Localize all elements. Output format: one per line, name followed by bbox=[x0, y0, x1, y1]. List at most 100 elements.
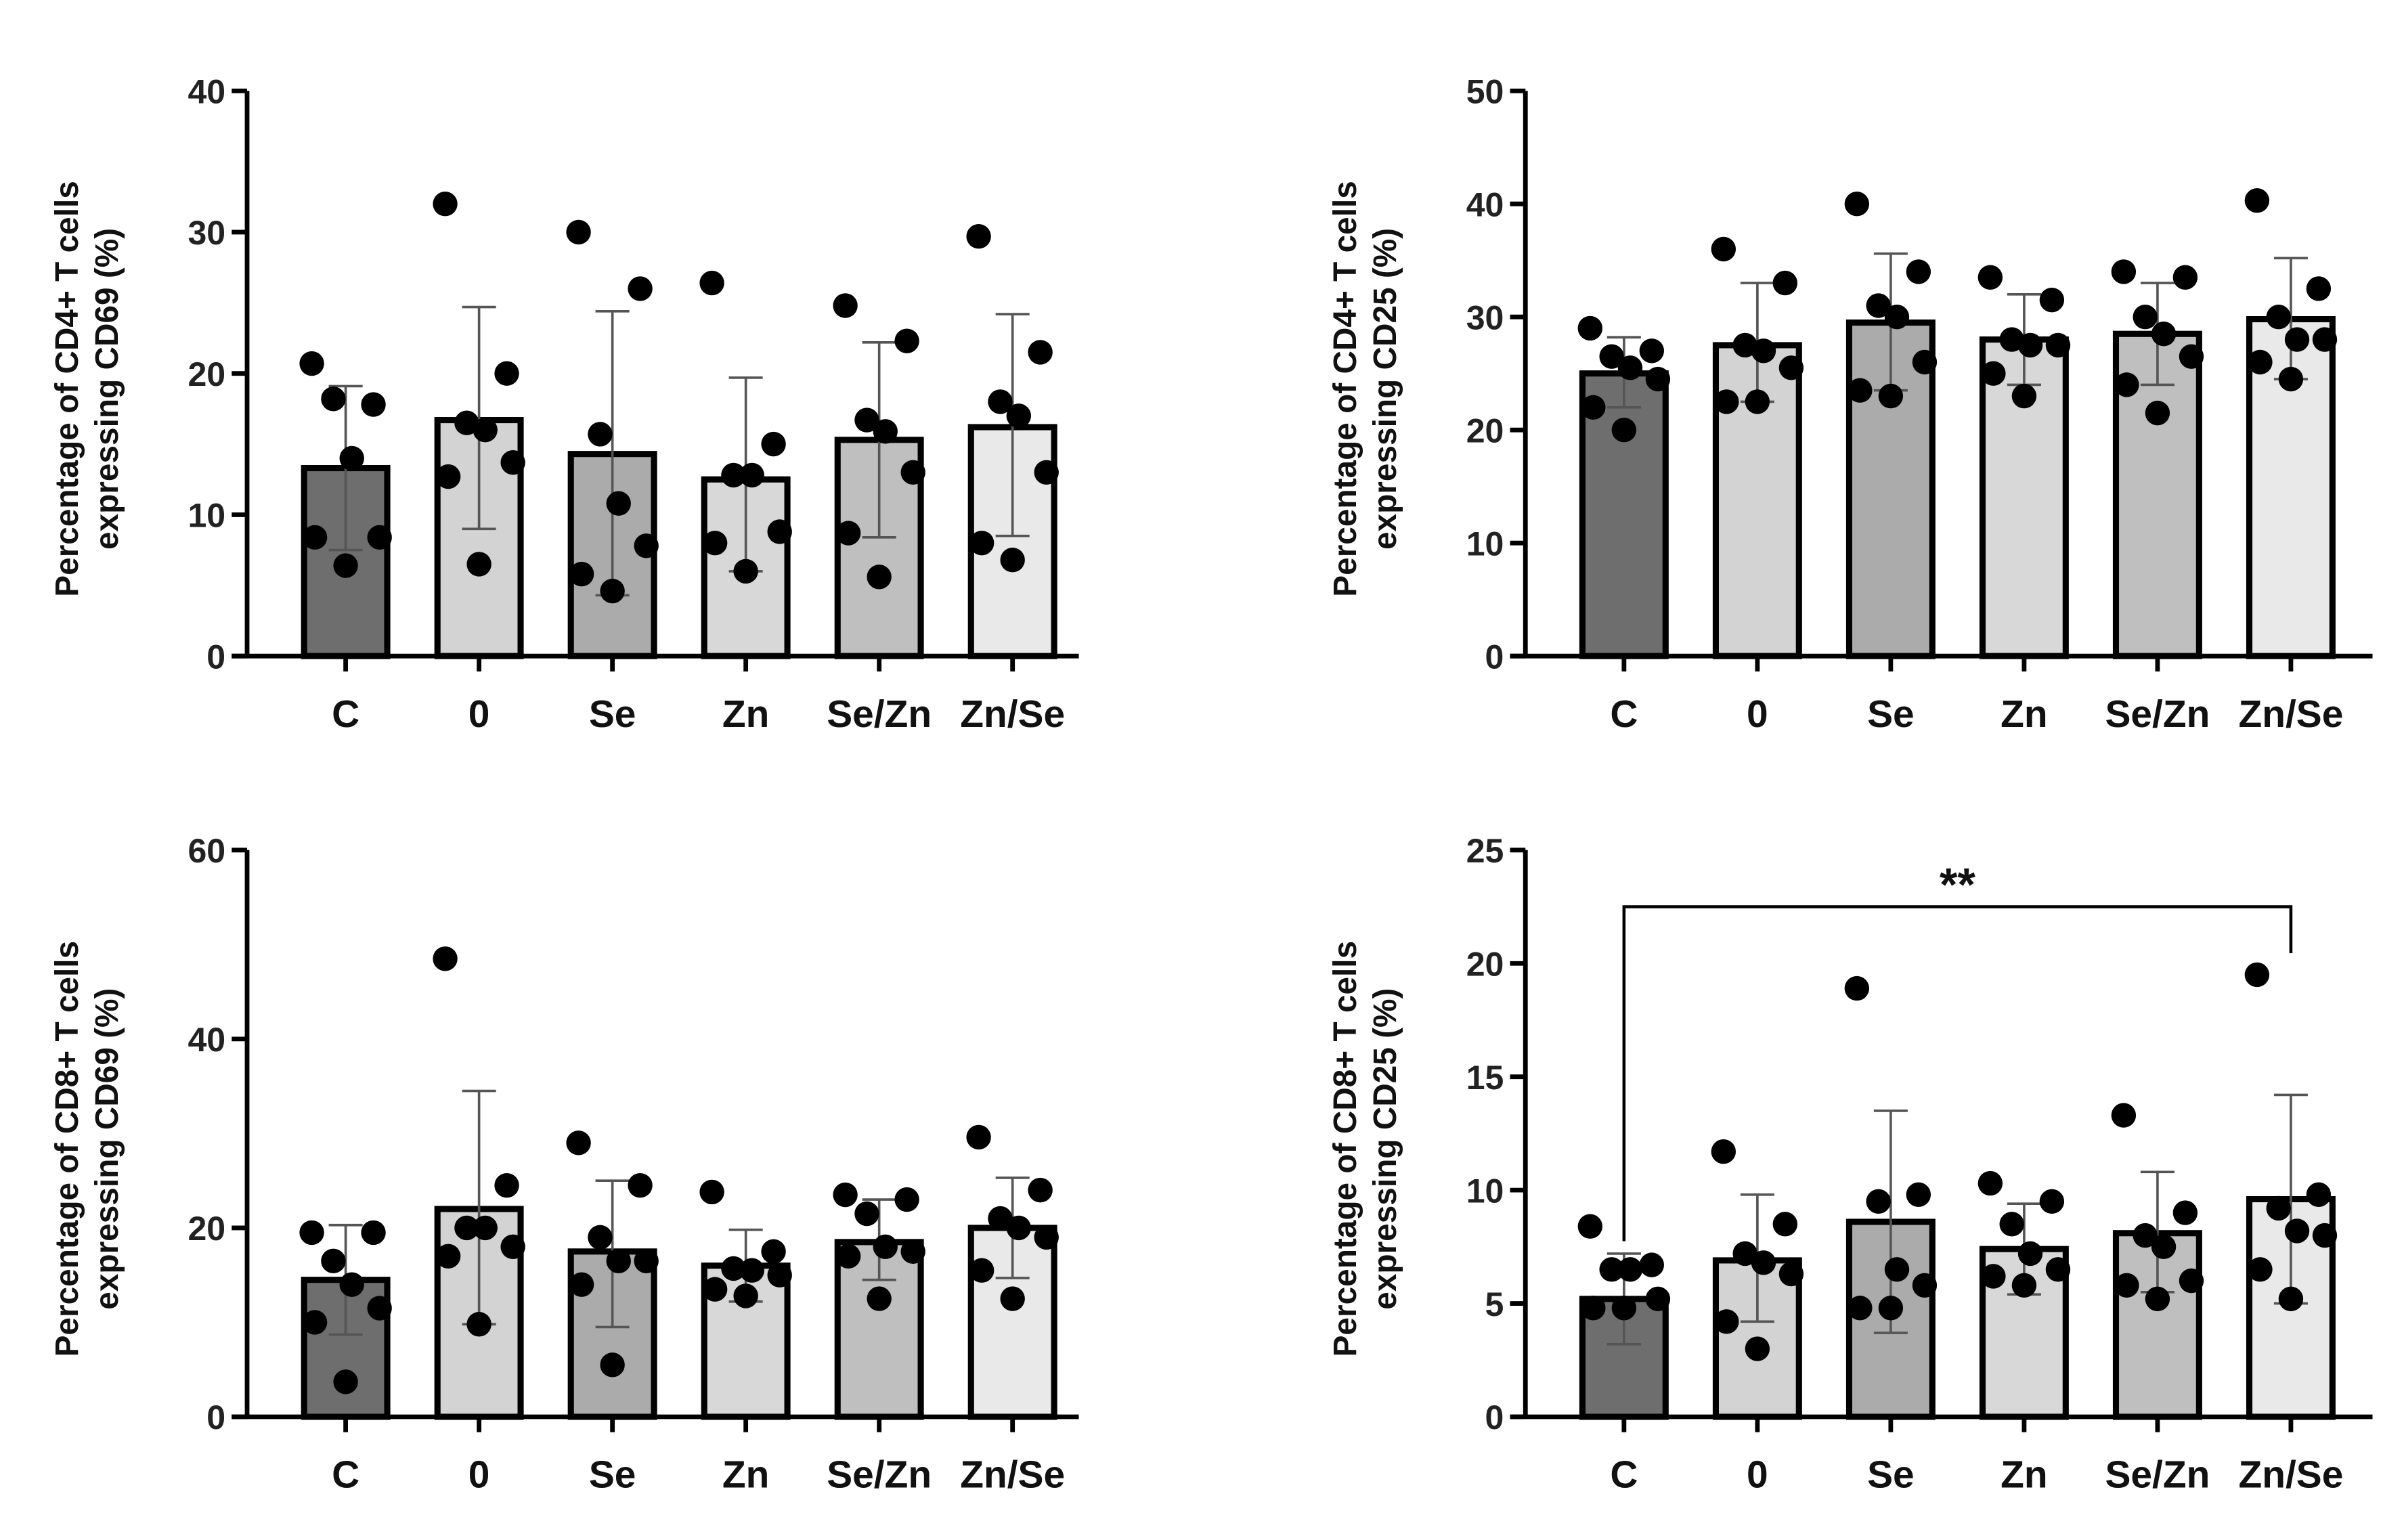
data-point-Zn/Se bbox=[1034, 460, 1059, 485]
y-tick-label: 20 bbox=[188, 355, 225, 393]
data-point-Zn/Se bbox=[988, 389, 1013, 414]
data-point-Zn bbox=[739, 462, 764, 488]
data-point-0 bbox=[1745, 1336, 1770, 1361]
data-point-Zn bbox=[1999, 1212, 2024, 1237]
data-point-Zn bbox=[2045, 1257, 2071, 1282]
y-tick-label: 10 bbox=[1466, 525, 1504, 563]
data-point-C bbox=[1577, 1214, 1602, 1239]
x-tick-label: Zn bbox=[722, 693, 769, 736]
data-point-C bbox=[333, 1369, 358, 1394]
y-tick-label: 40 bbox=[1466, 185, 1504, 223]
y-tick-label: 40 bbox=[188, 72, 225, 110]
data-point-0 bbox=[473, 417, 498, 443]
data-point-Se bbox=[566, 1130, 591, 1156]
data-point-Zn bbox=[767, 519, 792, 544]
data-point-Se/Zn bbox=[900, 460, 925, 485]
data-point-Se/Zn bbox=[833, 293, 858, 318]
data-point-Se bbox=[569, 561, 594, 587]
data-point-Se/Zn bbox=[835, 521, 861, 546]
data-point-Se bbox=[566, 219, 591, 245]
data-point-Zn/Se bbox=[988, 1206, 1013, 1231]
data-point-Zn bbox=[767, 1262, 792, 1288]
data-point-0 bbox=[466, 1312, 491, 1337]
data-point-0 bbox=[1772, 270, 1798, 296]
data-point-Se/Zn bbox=[867, 565, 892, 590]
data-point-Se/Zn bbox=[2133, 304, 2158, 330]
data-point-Zn/Se bbox=[2266, 304, 2291, 330]
data-point-0 bbox=[1778, 1261, 1804, 1287]
data-point-C bbox=[339, 1272, 364, 1297]
x-tick-label: 0 bbox=[1747, 693, 1768, 736]
data-point-Zn/Se bbox=[2278, 1286, 2304, 1312]
data-point-Se/Zn bbox=[854, 408, 879, 433]
x-tick-label: 0 bbox=[468, 1454, 490, 1497]
data-point-0 bbox=[433, 946, 458, 971]
data-point-Zn/Se bbox=[969, 1258, 995, 1283]
data-point-C bbox=[367, 525, 392, 550]
data-point-C bbox=[321, 1248, 346, 1273]
data-point-Se bbox=[1878, 383, 1904, 409]
data-point-Zn bbox=[702, 1277, 728, 1302]
chart-panel-top-left: 0 10 20 30 40 C 0 Se Zn Se/Zn Zn/Se Percentage of C… bbox=[49, 72, 1079, 736]
data-point-Se/Zn bbox=[2133, 1223, 2158, 1248]
data-point-Se/Zn bbox=[2179, 344, 2204, 369]
x-tick-label: Se/Zn bbox=[827, 1454, 932, 1497]
x-tick-label: Zn bbox=[2001, 693, 2047, 736]
data-point-0 bbox=[1751, 338, 1776, 364]
x-tick-label: Se/Zn bbox=[827, 693, 932, 736]
data-point-Se/Zn bbox=[873, 1234, 898, 1260]
data-point-Zn/Se bbox=[2278, 366, 2304, 392]
y-tick-label: 20 bbox=[1466, 945, 1504, 983]
y-axis-label: Percentage of CD8+ T cells expressing CD6… bbox=[49, 941, 125, 1357]
data-point-C bbox=[1581, 1296, 1606, 1321]
x-tick-label: Se/Zn bbox=[2105, 1454, 2210, 1497]
data-point-C bbox=[1599, 1257, 1624, 1282]
data-point-C bbox=[1645, 1286, 1671, 1312]
y-axis-label-line: Percentage of CD4+ T cells bbox=[1328, 181, 1363, 597]
y-tick-label: 20 bbox=[1466, 412, 1504, 449]
data-point-0 bbox=[1732, 332, 1757, 358]
data-point-Se/Zn bbox=[2172, 1200, 2198, 1225]
y-tick-label: 10 bbox=[1466, 1172, 1504, 1210]
y-tick-label: 5 bbox=[1485, 1285, 1504, 1323]
y-axis-label-line: expressing CD25 (%) bbox=[1368, 228, 1403, 550]
data-point-0 bbox=[473, 1215, 498, 1241]
y-tick-label: 30 bbox=[1466, 299, 1504, 336]
data-point-Se/Zn bbox=[2114, 372, 2139, 397]
data-point-Se/Zn bbox=[867, 1286, 892, 1311]
data-point-Se bbox=[569, 1272, 594, 1297]
data-point-0 bbox=[1711, 236, 1736, 262]
data-point-Se bbox=[1866, 293, 1891, 318]
data-point-Se/Zn bbox=[2172, 265, 2198, 290]
data-point-Se bbox=[1884, 1257, 1910, 1282]
y-tick-label: 50 bbox=[1466, 72, 1504, 110]
data-point-C bbox=[1581, 395, 1606, 420]
chart-panel-bottom-right: 0 5 10 15 20 25 C 0 Se Zn Se/Zn Zn/Se Percentage of … bbox=[1328, 832, 2373, 1497]
y-tick-label: 60 bbox=[188, 832, 225, 870]
data-point-Se bbox=[1912, 1273, 1938, 1298]
data-point-Zn/Se bbox=[1028, 1177, 1053, 1203]
data-point-C bbox=[299, 351, 324, 376]
data-point-0 bbox=[435, 1244, 461, 1269]
y-tick-label: 0 bbox=[206, 1399, 225, 1436]
data-point-C bbox=[1639, 338, 1664, 364]
data-point-Zn/Se bbox=[2312, 1223, 2338, 1248]
data-point-Se/Zn bbox=[900, 1239, 925, 1264]
data-point-Se/Zn bbox=[2151, 1234, 2177, 1260]
data-point-Se bbox=[628, 1172, 653, 1198]
data-point-Se bbox=[600, 1352, 625, 1378]
data-point-C bbox=[1645, 366, 1671, 392]
data-point-0 bbox=[466, 552, 491, 577]
data-point-Zn/Se bbox=[2244, 188, 2270, 213]
data-point-Se bbox=[1844, 192, 1870, 217]
data-point-Se bbox=[1884, 304, 1910, 330]
data-point-Se/Zn bbox=[833, 1182, 858, 1208]
data-point-Zn/Se bbox=[1000, 548, 1025, 573]
data-point-Zn bbox=[721, 1256, 746, 1281]
data-point-Zn/Se bbox=[2306, 276, 2332, 301]
y-axis-label: Percentage of CD4+ T cells expressing CD2… bbox=[1328, 181, 1403, 597]
data-point-Zn/Se bbox=[2312, 327, 2338, 352]
data-point-Zn bbox=[2045, 332, 2071, 358]
y-axis-label: Percentage of CD4+ T cells expressing CD6… bbox=[49, 181, 125, 597]
